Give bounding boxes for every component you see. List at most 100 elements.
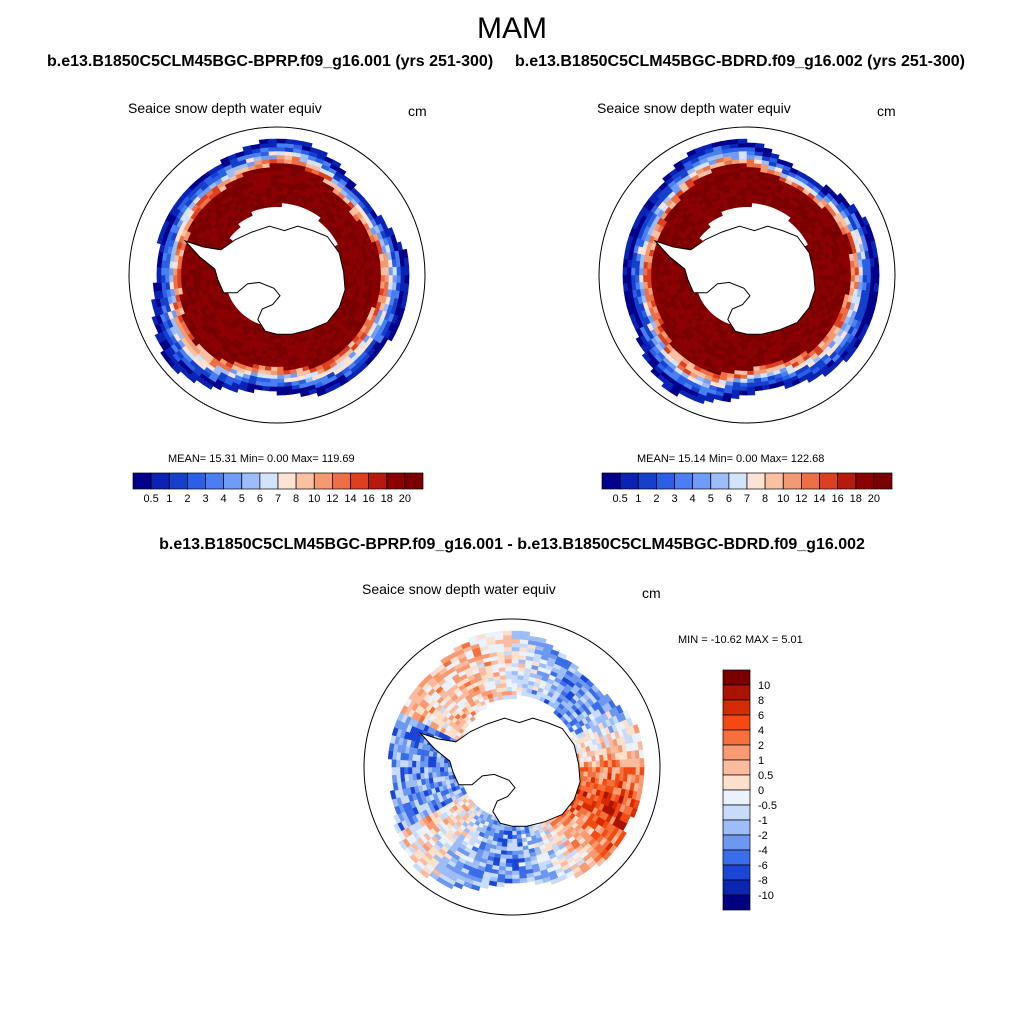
grid-cell — [739, 386, 748, 392]
grid-cell — [511, 874, 520, 880]
grid-cell — [505, 670, 513, 676]
grid-cell — [276, 378, 285, 384]
grid-cell — [504, 654, 513, 660]
grid-cell — [746, 158, 755, 164]
grid-cell — [511, 690, 518, 696]
grid-cell — [281, 342, 287, 348]
grid-cell — [356, 269, 362, 276]
grid-cell — [670, 274, 676, 281]
grid-cell — [591, 761, 597, 768]
grid-cell — [411, 766, 417, 774]
grid-cell — [858, 274, 864, 283]
grid-cell — [504, 662, 513, 668]
grid-cell — [746, 198, 753, 204]
panel-1-map — [128, 126, 426, 424]
grid-cell — [276, 186, 284, 192]
grid-cell — [639, 766, 645, 776]
grid-cell — [842, 268, 848, 276]
grid-cell — [204, 269, 210, 276]
grid-cell — [746, 386, 755, 392]
grid-cell — [854, 267, 860, 276]
grid-cell — [270, 178, 278, 184]
grid-cell — [270, 366, 278, 372]
grid-cell — [634, 267, 640, 276]
grid-cell — [740, 186, 748, 192]
grid-cell — [276, 182, 284, 188]
grid-cell — [184, 274, 190, 282]
grid-cell — [180, 274, 186, 282]
grid-cell — [746, 342, 753, 348]
grid-cell — [511, 670, 519, 676]
grid-cell — [511, 646, 521, 652]
grid-cell — [384, 274, 390, 283]
grid-cell — [415, 766, 421, 774]
grid-cell — [276, 194, 283, 200]
grid-cell — [435, 766, 441, 773]
grid-cell — [746, 194, 753, 200]
grid-cell — [276, 150, 286, 156]
grid-cell — [276, 346, 283, 352]
grid-cell — [746, 354, 753, 360]
grid-cell — [746, 186, 754, 192]
grid-cell — [269, 374, 278, 380]
grid-cell — [348, 274, 354, 281]
grid-cell — [742, 334, 748, 340]
grid-cell — [658, 274, 664, 282]
grid-cell — [384, 267, 390, 276]
grid-cell — [511, 854, 519, 860]
grid-cell — [276, 358, 284, 364]
grid-cell — [730, 393, 740, 400]
grid-cell — [746, 346, 753, 352]
grid-cell — [814, 265, 820, 271]
grid-cell — [364, 274, 370, 282]
grid-cell — [269, 158, 278, 164]
grid-cell — [396, 266, 402, 276]
grid-cell — [822, 367, 832, 378]
grid-cell — [400, 274, 406, 284]
grid-cell — [842, 352, 853, 363]
grid-cell — [658, 268, 664, 276]
grid-cell — [674, 265, 680, 271]
grid-cell — [579, 766, 585, 773]
grid-cell — [761, 384, 771, 391]
grid-cell — [376, 274, 382, 283]
grid-cell — [746, 366, 754, 372]
grid-cell — [372, 268, 378, 276]
grid-cell — [505, 850, 513, 856]
grid-cell — [188, 268, 194, 276]
grid-cell — [619, 759, 625, 768]
panel-2-stats: MEAN= 15.14 Min= 0.00 Max= 122.68 — [637, 453, 825, 465]
grid-cell — [267, 342, 273, 348]
grid-cell — [755, 142, 765, 149]
grid-cell — [739, 170, 748, 176]
grid-cell — [276, 202, 283, 208]
grid-cell — [506, 846, 513, 852]
grid-cell — [603, 760, 609, 768]
grid-cell — [741, 194, 748, 200]
grid-cell — [639, 758, 645, 768]
grid-cell — [276, 154, 286, 160]
grid-cell — [595, 766, 601, 774]
grid-cell — [534, 878, 544, 886]
grid-cell — [511, 838, 518, 844]
grid-cell — [271, 350, 278, 356]
grid-cell — [862, 274, 868, 284]
panel-1-stats: MEAN= 15.31 Min= 0.00 Max= 119.69 — [168, 453, 355, 465]
grid-cell — [630, 267, 636, 276]
grid-cell — [268, 142, 278, 148]
grid-cell — [746, 182, 754, 188]
grid-cell — [419, 760, 425, 768]
grid-cell — [587, 766, 593, 773]
grid-cell — [615, 766, 621, 775]
grid-cell — [622, 258, 629, 268]
grid-cell — [642, 274, 648, 283]
grid-cell — [276, 190, 283, 196]
grid-cell — [746, 362, 754, 368]
grid-cell — [184, 268, 190, 276]
grid-cell — [770, 152, 780, 160]
grid-cell — [200, 269, 206, 276]
grid-cell — [506, 838, 513, 844]
grid-cell — [423, 760, 429, 768]
grid-cell — [403, 766, 409, 775]
grid-cell — [364, 268, 370, 276]
